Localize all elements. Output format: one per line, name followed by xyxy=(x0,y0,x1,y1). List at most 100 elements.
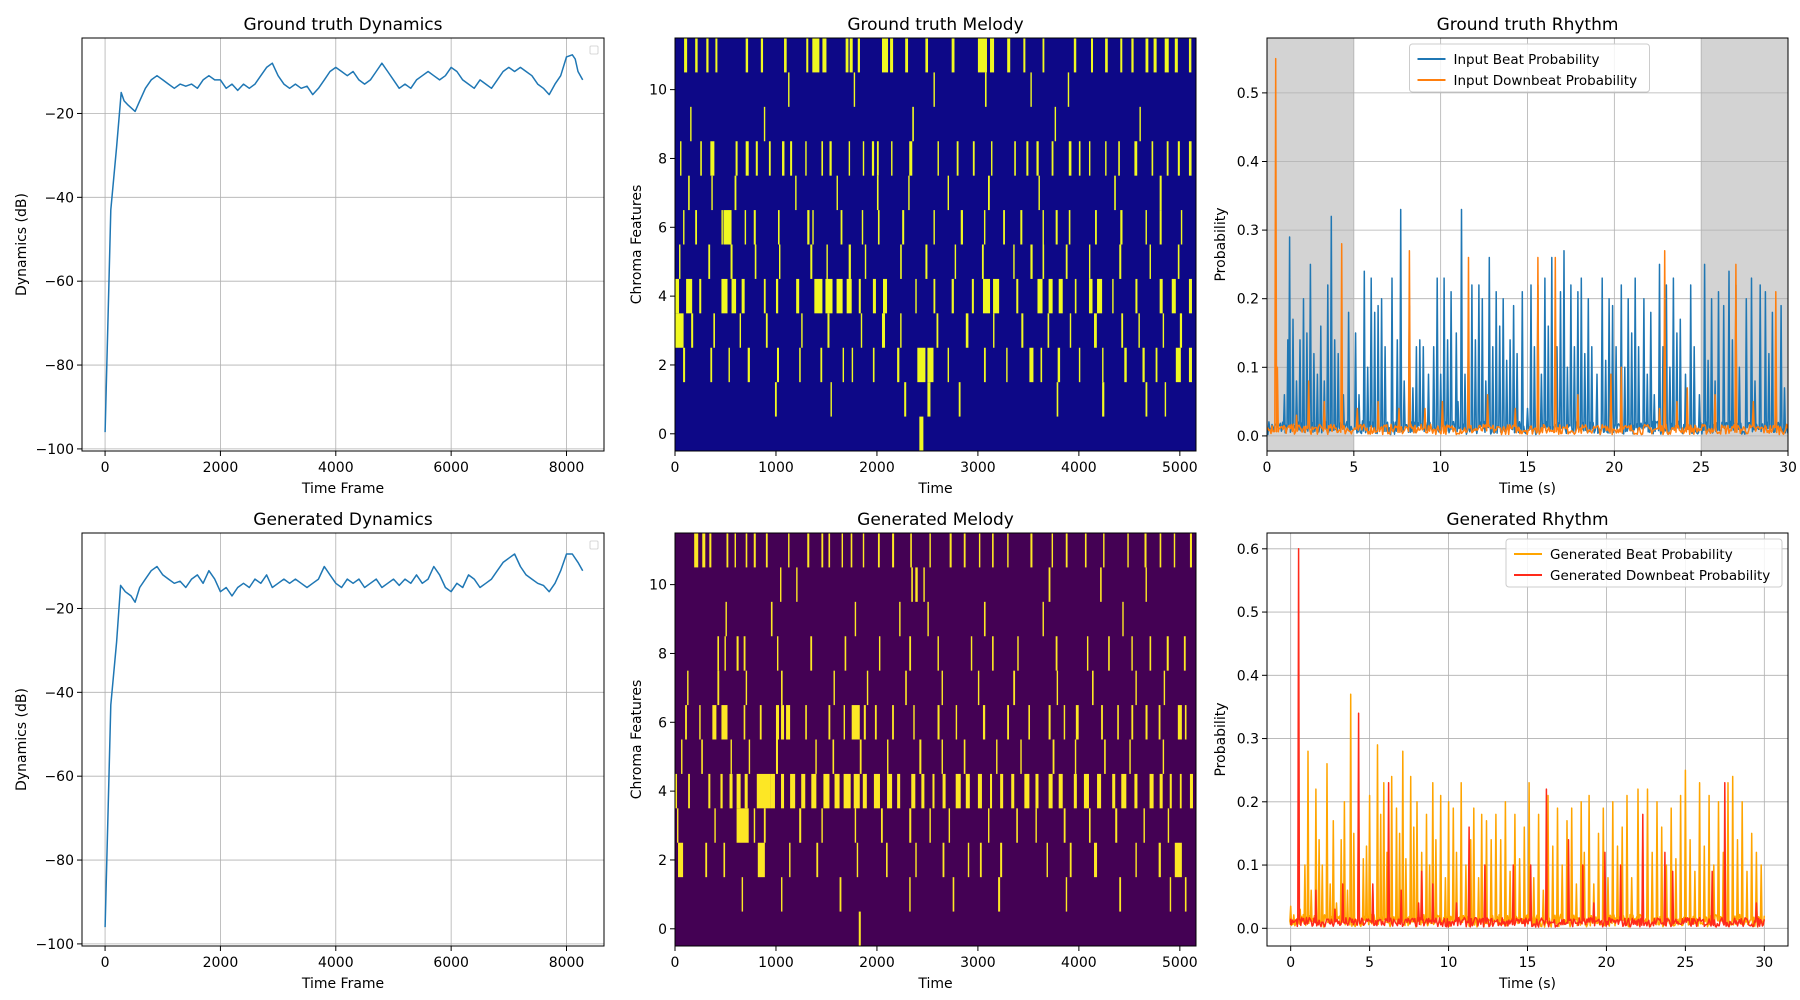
heatmap-cell xyxy=(1048,567,1051,602)
heatmap-cell xyxy=(745,141,749,176)
heatmap-cell xyxy=(942,842,945,878)
heatmap-cell xyxy=(900,244,902,279)
heatmap-cell xyxy=(1119,244,1122,279)
heatmap-cell xyxy=(911,567,913,602)
heatmap-cell xyxy=(1020,739,1022,774)
chart-title: Ground truth Rhythm xyxy=(1437,15,1619,35)
heatmap-cell xyxy=(983,601,986,637)
heatmap-cell xyxy=(905,670,907,706)
heatmap-cell xyxy=(799,347,801,383)
y-tick-label: 0.1 xyxy=(1237,360,1259,376)
heatmap-cell xyxy=(927,347,934,383)
x-tick-label: 0 xyxy=(101,460,110,476)
heatmap-cell xyxy=(1092,670,1094,706)
heatmap-cell xyxy=(1037,278,1043,314)
heatmap-cell xyxy=(812,38,820,73)
heatmap-cell xyxy=(1166,141,1169,176)
heatmap-cell xyxy=(1013,244,1015,279)
heatmap-cell xyxy=(776,347,779,383)
heatmap-cell xyxy=(1158,705,1161,740)
heatmap-cell xyxy=(983,347,986,383)
heatmap-cell xyxy=(821,808,823,843)
heatmap-cell xyxy=(721,278,728,314)
heatmap-cell xyxy=(734,175,737,211)
heatmap-cell xyxy=(854,808,857,843)
heatmap-cell xyxy=(862,533,865,568)
heatmap-cell xyxy=(807,210,810,245)
heatmap-cell xyxy=(998,877,1001,912)
x-tick-label: 4000 xyxy=(318,955,354,971)
heatmap-cell xyxy=(829,141,832,176)
heatmap-cell xyxy=(937,636,939,671)
heatmap-cell xyxy=(902,210,905,245)
probability-line xyxy=(1267,208,1788,436)
x-tick-label: 25 xyxy=(1692,460,1710,476)
heatmap-cell xyxy=(765,313,768,348)
heatmap-cell xyxy=(688,175,690,211)
heatmap-cell xyxy=(1134,141,1138,176)
heatmap-cell xyxy=(977,38,987,73)
heatmap-cell xyxy=(756,773,771,809)
heatmap-cell xyxy=(845,38,849,73)
heatmap-cell xyxy=(1139,106,1141,142)
heatmap-cell xyxy=(1074,278,1077,314)
heatmap-cell xyxy=(736,808,749,843)
heatmap-cell xyxy=(1184,877,1187,912)
heatmap-cell xyxy=(729,773,733,809)
heatmap-cell xyxy=(990,773,993,809)
y-axis-label: Dynamics (dB) xyxy=(14,688,30,791)
y-tick-label: 0.2 xyxy=(1237,292,1259,308)
heatmap-cell xyxy=(936,313,939,348)
heatmap-cell xyxy=(954,244,957,279)
x-tick-label: 2000 xyxy=(859,460,895,476)
heatmap-cell xyxy=(821,141,824,176)
heatmap-cell xyxy=(1069,842,1072,878)
heatmap-cell xyxy=(705,842,708,878)
heatmap-cell xyxy=(765,533,768,568)
x-axis-label: Time Frame xyxy=(301,976,384,992)
y-tick-label: −40 xyxy=(44,685,74,701)
y-tick-label: 0.3 xyxy=(1237,223,1259,239)
panel-ground-truth-dynamics: Ground truth Dynamics Time Frame Dynamic… xyxy=(14,15,605,497)
y-tick-label: 2 xyxy=(658,358,667,374)
heatmap-cell xyxy=(899,601,901,637)
heatmap-cell xyxy=(739,313,742,348)
x-tick-label: 10 xyxy=(1432,460,1450,476)
heatmap-cell xyxy=(781,877,783,912)
heatmap-cell xyxy=(880,808,883,843)
heatmap-cell xyxy=(1189,533,1192,568)
heatmap-cell xyxy=(843,773,851,809)
heatmap-cell xyxy=(1105,141,1107,176)
heatmap-cell xyxy=(1163,670,1166,706)
heatmap-cell xyxy=(951,38,955,73)
heatmap-cell xyxy=(690,106,692,142)
heatmap-cell xyxy=(1101,705,1103,740)
heatmap-cell xyxy=(1188,141,1192,176)
heatmap-cell xyxy=(866,670,869,706)
heatmap-cell xyxy=(1023,38,1026,73)
heatmap-cell xyxy=(736,636,739,671)
heatmap-cell xyxy=(1055,210,1058,245)
heatmap-cell xyxy=(1118,141,1120,176)
heatmap-cell xyxy=(854,601,857,637)
x-tick-label: 1000 xyxy=(758,460,794,476)
heatmap-cell xyxy=(859,739,862,774)
heatmap-cell xyxy=(932,773,935,809)
heatmap-cell xyxy=(796,278,800,314)
heatmap-cell xyxy=(699,705,701,740)
heatmap-cell xyxy=(780,567,782,602)
heatmap-cell xyxy=(768,141,771,176)
y-tick-label: −100 xyxy=(36,442,74,458)
plot-area xyxy=(675,533,1196,946)
x-tick-label: 15 xyxy=(1519,460,1537,476)
heatmap-cell xyxy=(1112,773,1116,809)
heatmap-cell xyxy=(702,533,706,568)
heatmap-cell xyxy=(851,705,860,740)
plot-area xyxy=(675,38,1196,451)
heatmap-cell xyxy=(836,278,843,314)
heatmap-cell xyxy=(840,210,843,245)
heatmap-cell xyxy=(741,877,744,912)
heatmap-cell xyxy=(851,347,854,383)
heatmap-cell xyxy=(695,210,698,245)
heatmap-cell xyxy=(909,141,913,176)
